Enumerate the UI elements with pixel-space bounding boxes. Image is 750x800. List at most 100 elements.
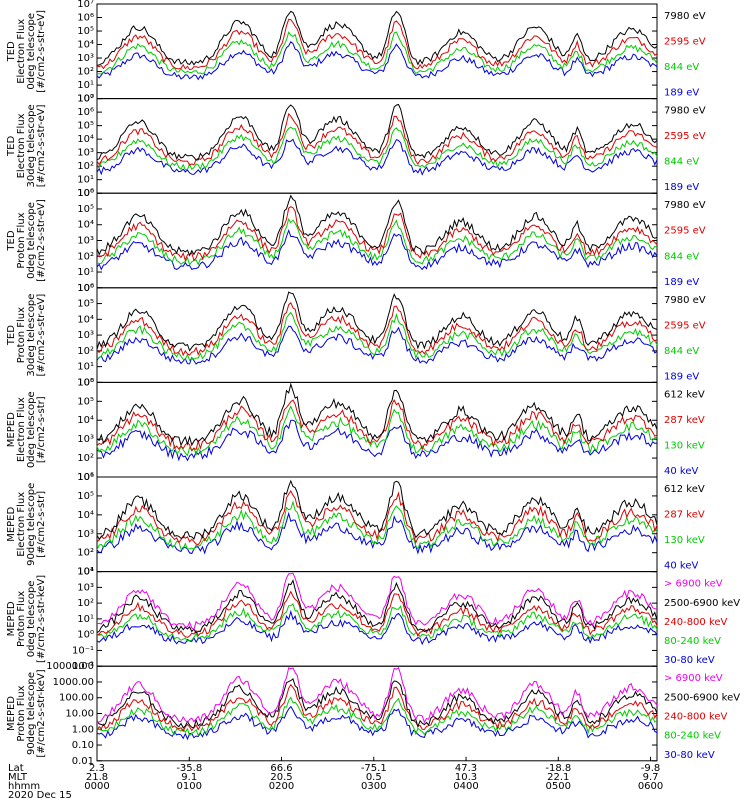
panel-3-frame [96, 287, 658, 383]
panel-0-legend-3: 189 eV [664, 88, 699, 99]
panel-3-ytick-label-6: 10⁶ [77, 283, 94, 294]
panel-6-legend-0: > 6900 keV [664, 579, 723, 590]
panel-5-legend-1: 287 keV [664, 510, 705, 521]
panel-5-legend-2: 130 keV [664, 535, 705, 546]
panel-0-series-2-trace [96, 31, 658, 75]
panel-5-ytick-label-1: 10² [77, 548, 94, 559]
panel-4-ytick-label-1: 10² [77, 453, 94, 464]
panel-5-series-0-trace [96, 479, 658, 540]
panel-7-ytick-label-2: 1.00 [72, 724, 94, 735]
panel-4-series-3-trace [96, 419, 658, 462]
panel-4-ylabel-line-0: MEPED [6, 412, 17, 447]
panel-3-legend-2: 844 eV [664, 346, 699, 357]
panel-4-legend-3: 40 keV [664, 466, 698, 477]
x-row-hhmm-value-4: 0400 [453, 781, 478, 792]
panel-3-ylabel-line-2: 30deg telescope [26, 294, 37, 377]
panel-4-legend-0: 612 keV [664, 389, 705, 400]
x-row-hhmm-value-3: 0300 [361, 781, 386, 792]
x-row-mlt-value-6: 9.7 [643, 772, 659, 783]
panel-6-ytick-label-5: 10³ [77, 582, 94, 593]
panel-4-series-2-trace [96, 405, 658, 457]
panel-0-legend-0: 7980 eV [664, 11, 706, 22]
x-row-mlt-value-0: 21.8 [86, 772, 108, 783]
panel-7-series-0-trace [96, 667, 658, 724]
panel-0-series-1-trace [96, 18, 658, 71]
panel-1-ytick-label-6: 10⁶ [77, 107, 94, 118]
x-row-mlt-value-3: 0.5 [366, 772, 382, 783]
panel-1-ytick-label-4: 10⁴ [77, 134, 94, 145]
panel-5-ytick-label-2: 10³ [77, 529, 94, 540]
panel-2-ytick-label-2: 10² [77, 251, 94, 262]
panel-2-ylabel-line-0: TED [6, 230, 17, 251]
panel-6-series-4-trace [96, 609, 658, 646]
panel-3-ylabel-line-0: TED [6, 325, 17, 346]
panel-1-ytick-label-5: 10⁵ [77, 121, 94, 132]
panel-1-series-1-trace [96, 112, 658, 166]
panel-0-ylabel-line-2: 0deg telescope [26, 13, 37, 90]
panel-7-ytick-label-6: 10000.00 [46, 661, 94, 672]
panel-5-ylabel-line-0: MEPED [6, 507, 17, 542]
panel-7-legend-0: > 6900 keV [664, 673, 723, 684]
panel-5-ylabel-line-1: Electron Flux [16, 492, 27, 557]
x-row-lat-value-1: -35.8 [176, 763, 202, 774]
panel-3-ytick-label-1: 10¹ [77, 362, 94, 373]
panel-0-legend-2: 844 eV [664, 62, 699, 73]
panel-6-legend-3: 80-240 keV [664, 636, 721, 647]
panel-6-ytick-label-3: 10¹ [77, 614, 94, 625]
panel-1-legend-3: 189 eV [664, 182, 699, 193]
panel-7-ylabel-line-3: [#/cm2-s-str-keV] [36, 669, 47, 757]
panel-7-ylabel-line-1: Proton Flux [16, 685, 27, 741]
x-row-lat-value-4: 47.3 [455, 763, 477, 774]
panel-1-legend-1: 2595 eV [664, 131, 706, 142]
panel-6-ytick-label-6: 10⁴ [77, 567, 94, 578]
panel-3-ytick-label-0: 10⁰ [77, 377, 94, 388]
x-row-label-mlt: MLT [8, 772, 28, 783]
panel-0-series-0-trace [96, 10, 658, 66]
panel-3-series-0-trace [96, 291, 658, 352]
panel-3-legend-3: 189 eV [664, 371, 699, 382]
panel-4-ylabel-line-2: 0deg telescope [26, 391, 37, 468]
panel-5-series-3-trace [96, 511, 658, 555]
panel-7-series-2-trace [96, 683, 658, 733]
panel-2-series-1-trace [96, 206, 658, 262]
panel-6-series-3-trace [96, 603, 658, 642]
panel-7-ytick-label-3: 10.00 [65, 709, 94, 720]
panel-0-ytick-label-5: 10⁵ [77, 26, 94, 37]
panel-2-legend-3: 189 eV [664, 277, 699, 288]
panel-6-series-2-trace [96, 590, 658, 638]
panel-6-legend-2: 240-800 keV [664, 617, 728, 628]
panel-7-ylabel-line-2: 90deg telescope [26, 672, 37, 755]
x-row-mlt-value-1: 9.1 [181, 772, 197, 783]
panel-4-series-1-trace [96, 399, 658, 452]
panel-5-series-1-trace [96, 490, 658, 546]
x-row-mlt-value-5: 22.1 [547, 772, 569, 783]
panel-4-ytick-label-0: 10¹ [77, 472, 94, 483]
panel-0-ytick-label-7: 10⁷ [77, 0, 94, 10]
panel-2-ytick-label-5: 10⁵ [77, 204, 94, 215]
panel-0-ytick-label-2: 10² [77, 67, 94, 78]
panel-0-ylabel-line-1: Electron Flux [16, 19, 27, 84]
panel-1-ytick-label-7: 10⁷ [77, 94, 94, 105]
x-row-lat-value-5: -18.8 [545, 763, 571, 774]
panel-2-ytick-label-4: 10⁴ [77, 220, 94, 231]
panel-7-series-4-trace [96, 705, 658, 741]
panel-2-ytick-label-0: 10⁰ [77, 283, 94, 294]
panel-6-ylabel-line-1: Proton Flux [16, 591, 27, 647]
x-row-mlt-value-4: 10.3 [455, 772, 477, 783]
x-row-label-lat: Lat [8, 763, 24, 774]
panel-4-legend-1: 287 keV [664, 415, 705, 426]
panel-5-ytick-label-0: 10¹ [77, 567, 94, 578]
panel-5-legend-0: 612 keV [664, 484, 705, 495]
panel-1-ytick-label-0: 10⁰ [77, 188, 94, 199]
panel-3-series-3-trace [96, 325, 658, 365]
panel-5-ytick-label-5: 10⁶ [77, 472, 94, 483]
panel-6-frame [96, 571, 658, 667]
panel-6-ytick-label-1: 10⁻¹ [72, 645, 94, 656]
panel-7-legend-3: 80-240 keV [664, 731, 721, 742]
x-row-lat-value-2: 66.6 [270, 763, 292, 774]
panel-3-legend-0: 7980 eV [664, 295, 706, 306]
x-row-hhmm-value-6: 0600 [638, 781, 663, 792]
panel-2-series-0-trace [96, 194, 658, 257]
panel-4-legend-2: 130 keV [664, 440, 705, 451]
panel-7-frame [96, 665, 658, 762]
